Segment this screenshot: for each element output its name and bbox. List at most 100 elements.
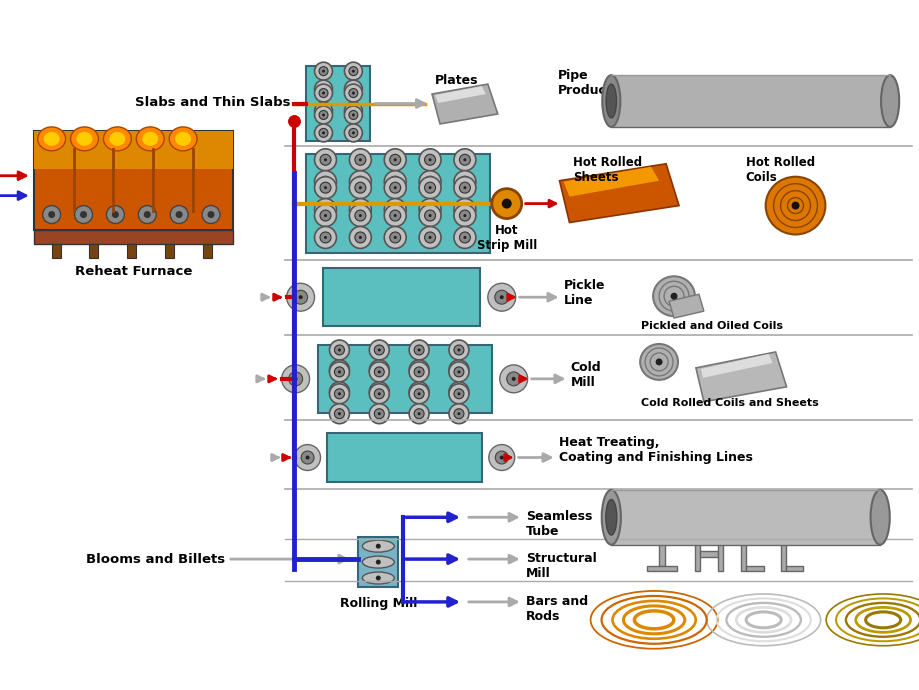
Ellipse shape	[453, 408, 463, 419]
Ellipse shape	[369, 340, 389, 360]
Ellipse shape	[453, 170, 475, 193]
Text: Plates: Plates	[435, 74, 478, 87]
Ellipse shape	[453, 345, 463, 355]
Ellipse shape	[453, 199, 475, 221]
Ellipse shape	[43, 132, 60, 146]
Ellipse shape	[348, 128, 357, 137]
Ellipse shape	[355, 210, 366, 221]
Ellipse shape	[349, 149, 371, 170]
Ellipse shape	[348, 85, 357, 94]
Ellipse shape	[329, 362, 349, 382]
Text: Rolling Mill: Rolling Mill	[339, 597, 416, 610]
Ellipse shape	[322, 113, 324, 117]
Ellipse shape	[374, 389, 384, 399]
Ellipse shape	[136, 127, 164, 151]
Ellipse shape	[344, 62, 362, 80]
Ellipse shape	[358, 158, 361, 161]
Ellipse shape	[109, 132, 125, 146]
Ellipse shape	[384, 170, 405, 193]
Ellipse shape	[320, 204, 331, 215]
Ellipse shape	[453, 205, 475, 226]
Ellipse shape	[337, 371, 341, 373]
Ellipse shape	[142, 132, 158, 146]
FancyBboxPatch shape	[34, 131, 233, 230]
Ellipse shape	[358, 186, 361, 189]
Ellipse shape	[378, 391, 380, 393]
Ellipse shape	[417, 371, 420, 373]
Ellipse shape	[425, 176, 435, 187]
Ellipse shape	[293, 290, 307, 304]
Ellipse shape	[80, 211, 87, 218]
Ellipse shape	[459, 155, 470, 166]
Ellipse shape	[419, 205, 440, 226]
Ellipse shape	[323, 186, 326, 189]
Ellipse shape	[393, 158, 396, 161]
Ellipse shape	[374, 365, 384, 375]
Text: Hot
Strip Mill: Hot Strip Mill	[476, 224, 537, 252]
Ellipse shape	[322, 70, 324, 72]
Ellipse shape	[287, 284, 314, 311]
Ellipse shape	[374, 345, 384, 355]
Ellipse shape	[425, 155, 435, 166]
Ellipse shape	[459, 176, 470, 187]
Ellipse shape	[393, 186, 396, 189]
Ellipse shape	[417, 368, 420, 371]
Ellipse shape	[417, 391, 420, 393]
Ellipse shape	[378, 368, 380, 371]
Text: Hot Rolled
Sheets: Hot Rolled Sheets	[573, 156, 641, 184]
FancyBboxPatch shape	[717, 539, 722, 571]
Ellipse shape	[320, 155, 331, 166]
Ellipse shape	[414, 345, 424, 355]
Ellipse shape	[463, 236, 466, 239]
Ellipse shape	[351, 110, 355, 112]
Ellipse shape	[448, 384, 469, 404]
Ellipse shape	[428, 186, 431, 189]
FancyBboxPatch shape	[610, 490, 879, 544]
Ellipse shape	[349, 170, 371, 193]
Ellipse shape	[463, 208, 466, 211]
Ellipse shape	[417, 393, 420, 395]
Ellipse shape	[374, 367, 384, 377]
Ellipse shape	[362, 556, 393, 568]
Ellipse shape	[76, 132, 93, 146]
Ellipse shape	[602, 75, 619, 127]
Ellipse shape	[378, 393, 380, 395]
Ellipse shape	[606, 84, 616, 118]
Polygon shape	[668, 294, 703, 318]
Ellipse shape	[314, 149, 336, 170]
Ellipse shape	[457, 371, 460, 373]
Polygon shape	[563, 167, 658, 197]
Text: Cold
Mill: Cold Mill	[570, 361, 600, 389]
Ellipse shape	[337, 412, 341, 415]
Ellipse shape	[425, 204, 435, 215]
Ellipse shape	[390, 204, 401, 215]
FancyBboxPatch shape	[779, 539, 785, 571]
Ellipse shape	[448, 404, 469, 424]
Ellipse shape	[448, 360, 469, 380]
Ellipse shape	[314, 205, 336, 226]
FancyBboxPatch shape	[34, 131, 233, 169]
FancyBboxPatch shape	[745, 566, 763, 571]
Polygon shape	[435, 86, 485, 103]
Ellipse shape	[378, 371, 380, 373]
Ellipse shape	[390, 232, 401, 243]
Ellipse shape	[337, 393, 341, 395]
Ellipse shape	[506, 372, 520, 386]
FancyBboxPatch shape	[694, 539, 699, 571]
FancyBboxPatch shape	[327, 433, 482, 482]
Ellipse shape	[453, 389, 463, 399]
Ellipse shape	[305, 455, 309, 460]
Ellipse shape	[419, 149, 440, 170]
Ellipse shape	[409, 362, 428, 382]
Ellipse shape	[425, 182, 435, 193]
Ellipse shape	[71, 127, 98, 151]
Ellipse shape	[393, 180, 396, 183]
Ellipse shape	[351, 92, 355, 95]
Ellipse shape	[378, 412, 380, 415]
Ellipse shape	[494, 451, 507, 464]
Ellipse shape	[337, 368, 341, 371]
Ellipse shape	[409, 382, 428, 402]
Ellipse shape	[314, 84, 332, 102]
Ellipse shape	[355, 176, 366, 187]
Ellipse shape	[369, 382, 389, 402]
